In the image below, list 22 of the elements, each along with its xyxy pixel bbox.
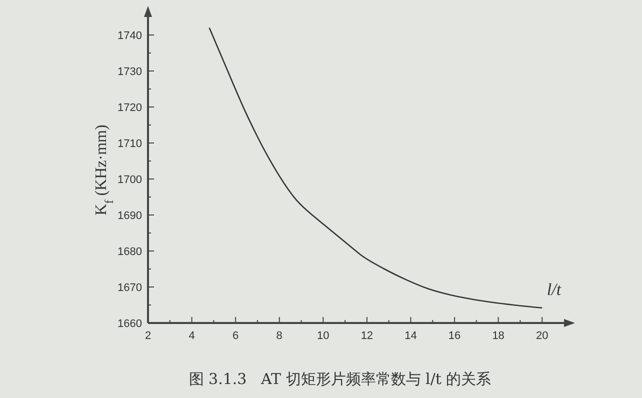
y-tick-label: 1740 <box>118 30 142 42</box>
x-axis-title: l/t <box>546 280 562 299</box>
y-tick-label: 1680 <box>118 246 142 258</box>
x-tick-label: 12 <box>360 330 374 342</box>
x-tick-label: 8 <box>276 330 282 342</box>
x-tick-label: 14 <box>404 330 417 342</box>
y-tick-label: 1700 <box>118 174 142 186</box>
y-tick-label: 1670 <box>118 282 142 294</box>
x-tick-label: 2 <box>144 330 152 342</box>
line-series <box>208 27 543 309</box>
caption: 图 3.1.3 AT 切矩形片频率常数与 l/t 的关系 <box>188 370 492 388</box>
x-tick-label: 10 <box>317 330 330 342</box>
y-tick-label: 1730 <box>118 66 142 78</box>
y-tick-label: 1710 <box>118 138 142 150</box>
x-tick-label: 20 <box>536 330 548 342</box>
x-tick-label: 4 <box>188 330 195 342</box>
x-tick-label: 6 <box>232 330 239 342</box>
y-tick-label: 1690 <box>118 210 142 222</box>
y-tick-label: 1720 <box>118 102 142 114</box>
y-tick-label: 1660 <box>118 318 142 330</box>
x-tick-label: 18 <box>492 330 504 342</box>
x-tick-label: 16 <box>448 330 461 342</box>
